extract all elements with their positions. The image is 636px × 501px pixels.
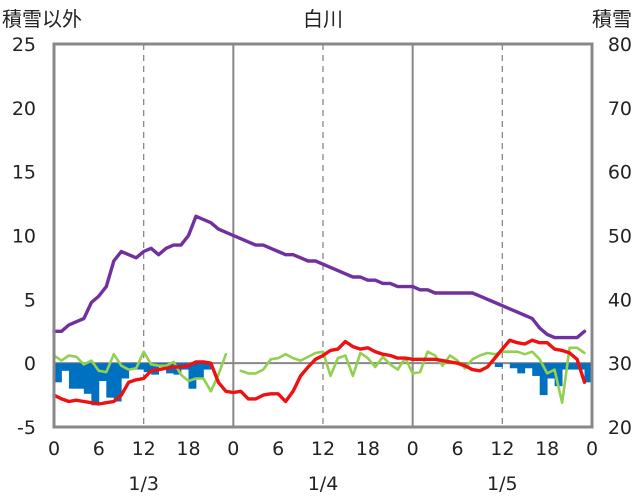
precip-bar [517,363,526,374]
xtick-label: 0 [227,438,239,460]
precip-bar [584,363,593,383]
precip-bar [91,363,100,406]
right-ytick-label: 50 [608,226,632,248]
precip-bar [54,363,62,383]
xtick-label: 0 [48,438,60,460]
precip-bar [76,363,85,389]
precip-bar [509,363,518,369]
right-ytick-label: 70 [608,98,632,120]
precip-bar [128,363,137,370]
xtick-label: 6 [451,438,463,460]
left-ytick-label: 10 [12,226,36,248]
day-label: 1/3 [128,473,159,495]
precip-bar [143,363,152,373]
precip-bar [61,363,70,371]
xtick-label: 0 [586,438,598,460]
left-ytick-label: 5 [24,289,36,311]
wind-line [52,346,586,404]
left-axis-label: 積雪以外 [2,7,82,31]
xtick-label: 18 [535,438,559,460]
left-ytick-label: 20 [12,98,36,120]
precip-bar [203,363,212,370]
precip-bar [136,363,145,370]
xtick-label: 6 [93,438,105,460]
precip-bar [121,363,130,379]
left-ytick-label: 25 [12,34,36,56]
xtick-label: 18 [176,438,200,460]
left-ytick-label: 15 [12,162,36,184]
precip-bar [532,363,541,376]
precip-bar [539,363,548,396]
right-ytick-label: 30 [608,353,632,375]
right-axis-label: 積雪 [592,7,632,31]
left-ytick-label: 0 [24,353,36,375]
right-ytick-label: 60 [608,162,632,184]
right-ytick-label: 80 [608,34,632,56]
left-ytick-label: -5 [17,417,36,439]
plot-frame [52,42,594,429]
day-label: 1/4 [308,473,339,495]
xtick-label: 12 [311,438,335,460]
snow-depth-line [52,214,587,340]
xtick-label: 12 [490,438,514,460]
precip-bar [524,363,533,369]
precip-bar [68,363,77,389]
precip-bar [554,363,563,387]
precip-bar [188,363,197,389]
xtick-label: 0 [407,438,419,460]
precip-bar [569,363,578,370]
series-lines [52,214,587,406]
xtick-label: 6 [272,438,284,460]
xtick-label: 12 [132,438,156,460]
day-label: 1/5 [487,473,518,495]
precip-bar [195,363,204,379]
right-ytick-label: 40 [608,289,632,311]
right-ytick-label: 20 [608,417,632,439]
chart-title: 白川 [303,7,343,31]
precip-bar [106,363,115,398]
precip-bar [113,363,122,402]
temperature-line [52,338,587,406]
precip-bar [494,363,503,367]
xtick-label: 18 [356,438,380,460]
precip-bar [83,363,92,394]
